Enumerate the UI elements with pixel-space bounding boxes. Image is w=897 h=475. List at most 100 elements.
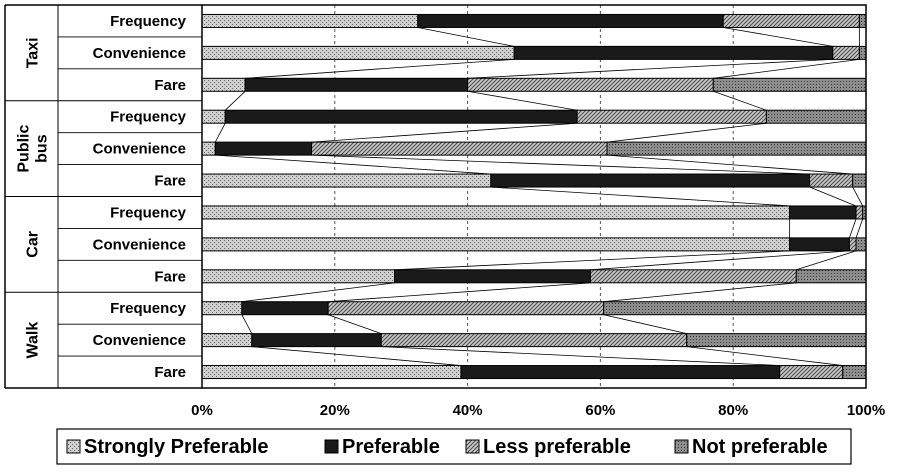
- bar-segment-strongly-preferable: [201, 237, 791, 252]
- series-line: [394, 250, 790, 271]
- bar-segment-strongly-preferable: [201, 269, 396, 284]
- bar-segment-not-preferable: [795, 269, 867, 284]
- group-label-line: Walk: [25, 322, 42, 359]
- series-line: [381, 346, 780, 366]
- series-line: [417, 27, 515, 47]
- group-label: Walk: [25, 322, 42, 359]
- x-tick-label: 20%: [320, 402, 350, 419]
- group-label-line: Public: [16, 125, 33, 173]
- series-line: [328, 314, 382, 335]
- bar-segment-less-preferable: [380, 333, 688, 348]
- series-line: [603, 314, 687, 335]
- bar-segment-preferable: [244, 77, 469, 92]
- bar-segment-less-preferable: [855, 205, 864, 220]
- bar-segment-not-preferable: [603, 301, 867, 316]
- series-line: [467, 58, 833, 79]
- row-label: Convenience: [93, 236, 186, 253]
- series-line: [245, 58, 515, 79]
- series-line: [251, 346, 461, 366]
- bar-segment-not-preferable: [712, 77, 867, 92]
- series-line: [467, 90, 578, 111]
- bar-segment-preferable: [417, 13, 724, 28]
- group-label-line: Taxi: [25, 37, 42, 68]
- group-label-line: Car: [25, 231, 42, 258]
- row-label: Convenience: [93, 332, 186, 349]
- x-tick-label: 100%: [847, 402, 885, 419]
- legend-swatch: [674, 439, 689, 454]
- row-label: Frequency: [110, 300, 187, 317]
- bar-segment-not-preferable: [858, 13, 867, 28]
- series-line: [590, 250, 850, 271]
- series-line: [686, 346, 843, 366]
- bar-segment-not-preferable: [852, 173, 867, 188]
- bar-segment-less-preferable: [311, 141, 608, 156]
- x-tick-label: 40%: [453, 402, 483, 419]
- series-line: [809, 186, 857, 207]
- row-label: Frequency: [110, 204, 187, 221]
- series-line: [490, 186, 790, 207]
- series-line: [606, 122, 767, 143]
- series-line: [607, 154, 853, 175]
- bar-segment-preferable: [394, 269, 591, 284]
- bar-segment-strongly-preferable: [201, 141, 216, 156]
- x-tick-label: 0%: [191, 402, 213, 419]
- bar-segment-less-preferable: [809, 173, 854, 188]
- series-line: [224, 91, 246, 111]
- bar-segment-preferable: [789, 205, 857, 220]
- legend-label: Strongly Preferable: [84, 436, 269, 458]
- bar-segment-strongly-preferable: [201, 45, 515, 60]
- bar-segment-preferable: [460, 365, 781, 380]
- bar-segment-less-preferable: [589, 269, 797, 284]
- bar-segment-strongly-preferable: [201, 109, 226, 124]
- bar-segment-preferable: [214, 141, 313, 156]
- series-line: [713, 90, 767, 111]
- group-label-line: bus: [34, 134, 51, 163]
- series-line: [849, 218, 857, 239]
- x-tick-label: 60%: [585, 402, 615, 419]
- group-label: Car: [25, 231, 42, 258]
- bar-segment-less-preferable: [779, 365, 844, 380]
- row-label: Fare: [154, 173, 186, 190]
- bar-segment-not-preferable: [858, 45, 867, 60]
- bar-segment-not-preferable: [842, 365, 867, 380]
- row-label: Frequency: [110, 13, 187, 30]
- bar-segment-preferable: [789, 237, 850, 252]
- legend-label: Less preferable: [483, 436, 631, 458]
- series-line: [855, 218, 864, 239]
- bar-segment-not-preferable: [686, 333, 867, 348]
- legend-label: Not preferable: [692, 436, 828, 458]
- series-line: [311, 154, 810, 175]
- series-line: [214, 123, 226, 143]
- bar-segment-strongly-preferable: [201, 77, 246, 92]
- bar-segment-strongly-preferable: [201, 13, 419, 28]
- series-line: [723, 27, 833, 47]
- row-label: Convenience: [93, 45, 186, 62]
- series-line: [852, 186, 864, 207]
- bar-segment-strongly-preferable: [201, 365, 462, 380]
- bar-segment-strongly-preferable: [201, 333, 253, 348]
- bar-segment-not-preferable: [855, 237, 867, 252]
- x-tick-label: 80%: [718, 402, 748, 419]
- bar-segment-not-preferable: [765, 109, 867, 124]
- legend-swatch: [324, 439, 339, 454]
- series-line: [241, 282, 395, 303]
- bar-segment-less-preferable: [722, 13, 860, 28]
- group-label: Taxi: [25, 37, 42, 68]
- bar-segment-not-preferable: [606, 141, 867, 156]
- bar-segment-preferable: [251, 333, 382, 348]
- series-line: [311, 122, 578, 143]
- bar-segment-strongly-preferable: [201, 205, 791, 220]
- series-line: [796, 250, 857, 271]
- legend-swatch: [465, 439, 480, 454]
- series-line: [328, 282, 591, 303]
- row-label: Fare: [154, 364, 186, 381]
- series-line: [603, 282, 797, 303]
- bar-segment-preferable: [241, 301, 329, 316]
- row-label: Fare: [154, 268, 186, 285]
- bar-segment-less-preferable: [848, 237, 857, 252]
- bar-segment-less-preferable: [832, 45, 860, 60]
- bar-segment-preferable: [490, 173, 811, 188]
- legend-swatch: [66, 439, 81, 454]
